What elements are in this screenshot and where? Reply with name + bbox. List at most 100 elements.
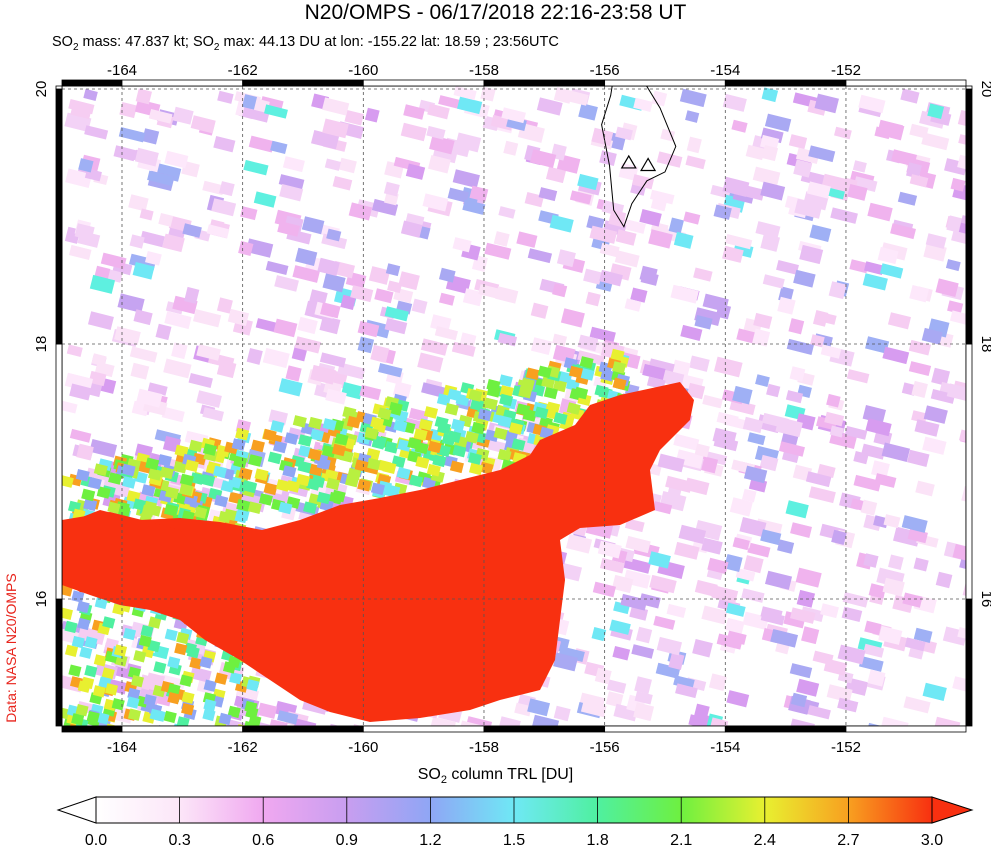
so2-pixel-enhanced [147, 639, 161, 653]
so2-pixel [118, 127, 146, 143]
so2-pixel [785, 500, 809, 519]
so2-pixel-enhanced [518, 385, 533, 399]
so2-pixel-enhanced [347, 467, 362, 481]
so2-pixel [88, 370, 107, 387]
so2-pixel [322, 118, 349, 139]
colorbar-tick-label: 1.8 [586, 832, 609, 849]
so2-pixel [789, 366, 806, 382]
so2-pixel-enhanced [233, 510, 248, 524]
so2-pixel-enhanced [303, 501, 318, 515]
so2-pixel-enhanced [258, 493, 273, 506]
so2-pixel [863, 643, 885, 658]
so2-pixel [171, 342, 188, 360]
so2-pixel [935, 278, 959, 298]
so2-pixel [865, 418, 892, 437]
so2-pixel [147, 170, 175, 186]
so2-pixel [350, 285, 374, 303]
so2-pixel-enhanced [83, 498, 98, 512]
so2-pixel [217, 90, 234, 104]
so2-pixel [770, 629, 799, 648]
so2-pixel [901, 515, 928, 533]
so2-pixel [693, 703, 710, 722]
so2-pixel [368, 266, 391, 285]
so2-pixel [614, 250, 640, 268]
so2-pixel-enhanced [127, 666, 141, 679]
frame-bar-top [845, 79, 967, 87]
so2-pixel-enhanced [101, 667, 115, 680]
so2-pixel-enhanced [157, 454, 172, 467]
so2-pixel [853, 474, 882, 492]
so2-pixel [668, 652, 685, 670]
so2-pixel [184, 286, 200, 304]
so2-pixel-enhanced [108, 472, 123, 485]
so2-pixel [242, 94, 258, 110]
so2-pixel-enhanced [292, 415, 307, 428]
so2-pixel [846, 369, 870, 384]
so2-pixel [853, 450, 869, 465]
axis-labels: -164 -164 -162 -162 -160 -160 -158 -158 -156 -156… [33, 62, 991, 756]
so2-pixel [820, 344, 842, 359]
so2-pixel [374, 288, 394, 304]
so2-pixel [531, 714, 560, 726]
so2-pixel [434, 326, 458, 341]
so2-pixel [332, 176, 353, 191]
so2-pixel [900, 88, 920, 104]
so2-pixel-enhanced [275, 479, 291, 492]
so2-pixel-enhanced [469, 398, 484, 412]
so2-pixel-enhanced [133, 650, 147, 663]
so2-pixel [301, 216, 325, 235]
so2-pixel-enhanced [179, 674, 193, 687]
lat-tick-label-left: 18 [33, 336, 50, 353]
colorbar-tick-label: 2.4 [753, 832, 776, 849]
so2-pixel [605, 691, 624, 708]
so2-pixel [387, 280, 403, 294]
so2-pixel [814, 93, 839, 114]
so2-pixel [921, 327, 943, 345]
so2-pixel [119, 102, 138, 119]
so2-pixel-enhanced [418, 418, 433, 432]
so2-pixel-enhanced [325, 477, 341, 491]
so2-pixel [270, 140, 288, 155]
so2-pixel [139, 230, 165, 248]
so2-pixel-enhanced [384, 441, 399, 454]
so2-pixel [841, 606, 863, 623]
so2-pixel [310, 364, 337, 385]
frame-bar-right [965, 343, 973, 600]
so2-pixel [707, 557, 729, 575]
so2-pixel [859, 656, 884, 672]
plume-main [62, 382, 694, 722]
so2-pixel [692, 639, 713, 658]
so2-pixel [881, 442, 911, 462]
so2-pixel-enhanced [159, 466, 174, 480]
so2-pixel-enhanced [415, 456, 430, 469]
so2-pixel [70, 103, 92, 120]
so2-pixel [796, 678, 820, 697]
so2-pixel [694, 579, 718, 597]
so2-pixel-enhanced [468, 389, 483, 402]
so2-pixel [319, 315, 341, 335]
so2-pixel [606, 679, 627, 694]
so2-pixel-enhanced [307, 448, 322, 461]
so2-pixel [384, 318, 408, 335]
so2-pixel-enhanced [450, 418, 466, 432]
so2-pixel [559, 562, 583, 582]
lon-tick-label-top: -158 [469, 62, 499, 79]
so2-pixel [324, 158, 341, 171]
so2-pixel [359, 384, 382, 401]
so2-pixel [923, 405, 948, 424]
so2-pixel [911, 410, 928, 424]
so2-pixel [747, 542, 771, 558]
so2-pixel [277, 710, 299, 725]
so2-pixel [76, 443, 94, 461]
so2-pixel [877, 246, 899, 265]
lon-tick-label-bottom: -160 [348, 739, 378, 756]
lon-tick-label-bottom: -164 [107, 739, 137, 756]
so2-pixel-enhanced [486, 385, 501, 398]
so2-pixel [462, 199, 486, 215]
so2-pixel [257, 702, 278, 719]
so2-pixel-enhanced [467, 452, 482, 465]
so2-pixel [320, 302, 341, 319]
so2-pixel-enhanced [201, 474, 216, 487]
so2-pixel [755, 221, 781, 239]
so2-pixel-enhanced [568, 365, 583, 379]
